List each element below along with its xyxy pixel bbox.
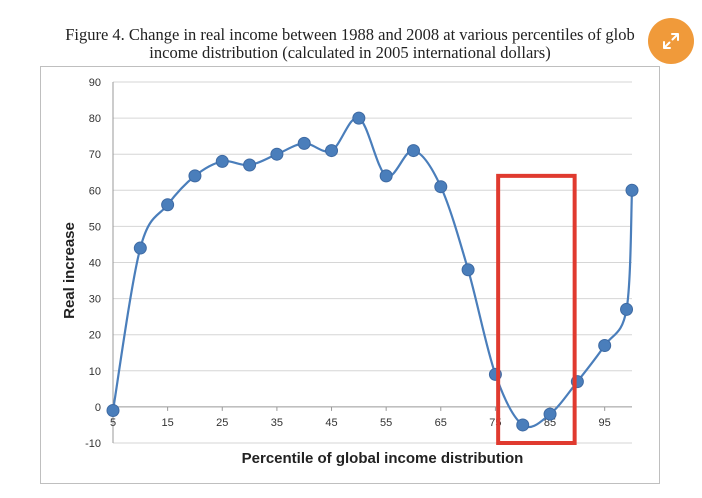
data-point	[461, 263, 475, 277]
data-point	[270, 147, 284, 161]
data-point	[406, 144, 420, 158]
data-point	[325, 144, 339, 158]
y-tick-label: 0	[95, 402, 101, 414]
data-point	[434, 180, 448, 194]
data-point	[543, 407, 557, 421]
x-tick-label: 15	[162, 417, 174, 429]
y-tick-label: 20	[89, 330, 101, 342]
chart-frame	[40, 66, 660, 484]
y-tick-label: 10	[89, 366, 101, 378]
y-tick-label: 70	[89, 149, 101, 161]
data-point	[625, 183, 639, 197]
y-tick-label: -10	[85, 438, 101, 450]
expand-arrows-icon	[663, 33, 679, 49]
figure-title: Figure 4. Change in real income between …	[40, 26, 660, 62]
x-tick-label: 5	[110, 417, 116, 429]
figure-title-line1: Figure 4. Change in real income between …	[65, 26, 635, 44]
data-point	[106, 404, 120, 418]
figure-title-line2: income distribution (calculated in 2005 …	[149, 44, 551, 62]
data-point	[352, 111, 366, 125]
x-tick-label: 85	[544, 417, 556, 429]
x-tick-label: 55	[380, 417, 392, 429]
expand-button[interactable]	[648, 18, 694, 64]
data-point	[620, 302, 634, 316]
y-tick-label: 30	[89, 294, 101, 306]
data-point	[516, 418, 530, 432]
y-tick-label: 50	[89, 221, 101, 233]
data-point	[598, 339, 612, 353]
data-point	[133, 241, 147, 255]
data-point	[161, 198, 175, 212]
y-tick-label: 60	[89, 185, 101, 197]
data-point	[188, 169, 202, 183]
data-point	[243, 158, 257, 172]
data-point	[215, 154, 229, 168]
x-tick-label: 25	[216, 417, 228, 429]
y-axis-label: Real increase	[61, 222, 78, 319]
x-tick-label: 35	[271, 417, 283, 429]
series-line	[111, 116, 634, 429]
y-tick-label: 90	[89, 77, 101, 89]
x-tick-label: 95	[599, 417, 611, 429]
y-tick-label: 40	[89, 258, 101, 270]
x-tick-label: 45	[325, 417, 337, 429]
y-tick-label: 80	[89, 113, 101, 125]
data-point	[379, 169, 393, 183]
highlight-rectangle	[496, 173, 577, 446]
data-point	[297, 136, 311, 150]
x-axis-label: Percentile of global income distribution	[242, 450, 524, 467]
x-tick-label: 65	[435, 417, 447, 429]
